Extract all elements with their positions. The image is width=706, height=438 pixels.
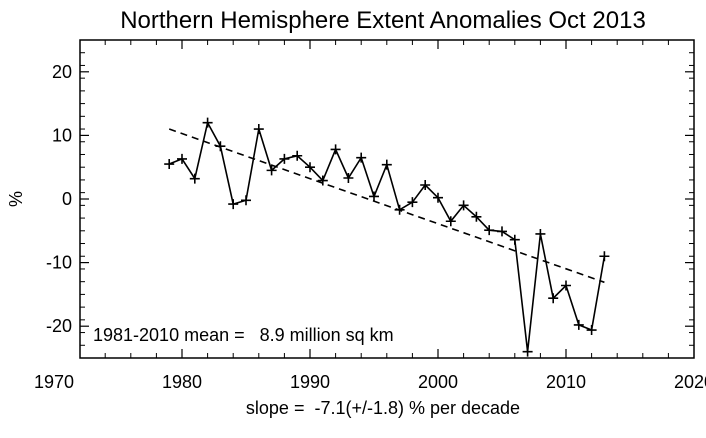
data-point	[381, 159, 392, 170]
data-point	[420, 180, 431, 191]
data-point	[241, 195, 251, 206]
data-point	[586, 325, 597, 336]
anomaly-line	[168, 120, 606, 352]
data-point	[317, 175, 328, 186]
data-point	[599, 251, 610, 262]
y-axis-label: %	[6, 191, 26, 207]
data-point	[445, 216, 456, 227]
data-point	[458, 200, 469, 211]
data-point	[497, 226, 507, 237]
data-point	[330, 144, 341, 155]
data-point	[279, 153, 290, 164]
data-point	[548, 293, 559, 304]
data-point	[177, 153, 187, 164]
x-tick-label: 1980	[162, 372, 202, 392]
data-point	[164, 159, 175, 170]
y-tick-label: -20	[46, 316, 72, 336]
y-axis: -20 -10 0 10 20	[46, 52, 694, 346]
data-point	[253, 124, 264, 135]
x-tick-label: 1990	[290, 372, 330, 392]
data-point	[573, 319, 584, 330]
data-point	[561, 280, 571, 291]
x-tick-label: 2010	[546, 372, 586, 392]
data-point	[433, 192, 443, 203]
data-point	[215, 141, 226, 152]
data-point	[266, 165, 277, 176]
data-point	[228, 199, 239, 210]
data-point	[356, 152, 367, 163]
plot-frame	[79, 39, 695, 359]
x-tick-label: 2020	[674, 372, 706, 392]
slope-annotation: slope = -7.1(+/-1.8) % per decade	[246, 398, 520, 418]
data-point	[407, 197, 418, 208]
y-tick-label: 10	[52, 125, 72, 145]
data-point	[369, 191, 379, 202]
data-point	[305, 162, 315, 173]
data-point	[394, 204, 405, 215]
plot-series	[164, 117, 610, 357]
y-tick-label: -10	[46, 253, 72, 273]
data-point	[471, 211, 482, 222]
chart-title: Northern Hemisphere Extent Anomalies Oct…	[120, 7, 646, 34]
x-tick-label: 1970	[34, 372, 74, 392]
data-point	[484, 225, 495, 236]
data-point	[509, 234, 520, 245]
data-point	[535, 228, 546, 239]
y-tick-label: 20	[52, 62, 72, 82]
data-point	[343, 173, 354, 184]
trend-line	[168, 128, 605, 284]
y-tick-label: 0	[62, 189, 72, 209]
x-axis: 197019801990200020102020	[34, 40, 706, 392]
mean-annotation: 1981-2010 mean = 8.9 million sq km	[93, 325, 394, 345]
data-point	[522, 346, 533, 357]
data-point	[189, 173, 200, 184]
x-tick-label: 2000	[418, 372, 458, 392]
data-point	[292, 150, 303, 161]
data-point	[202, 117, 213, 128]
